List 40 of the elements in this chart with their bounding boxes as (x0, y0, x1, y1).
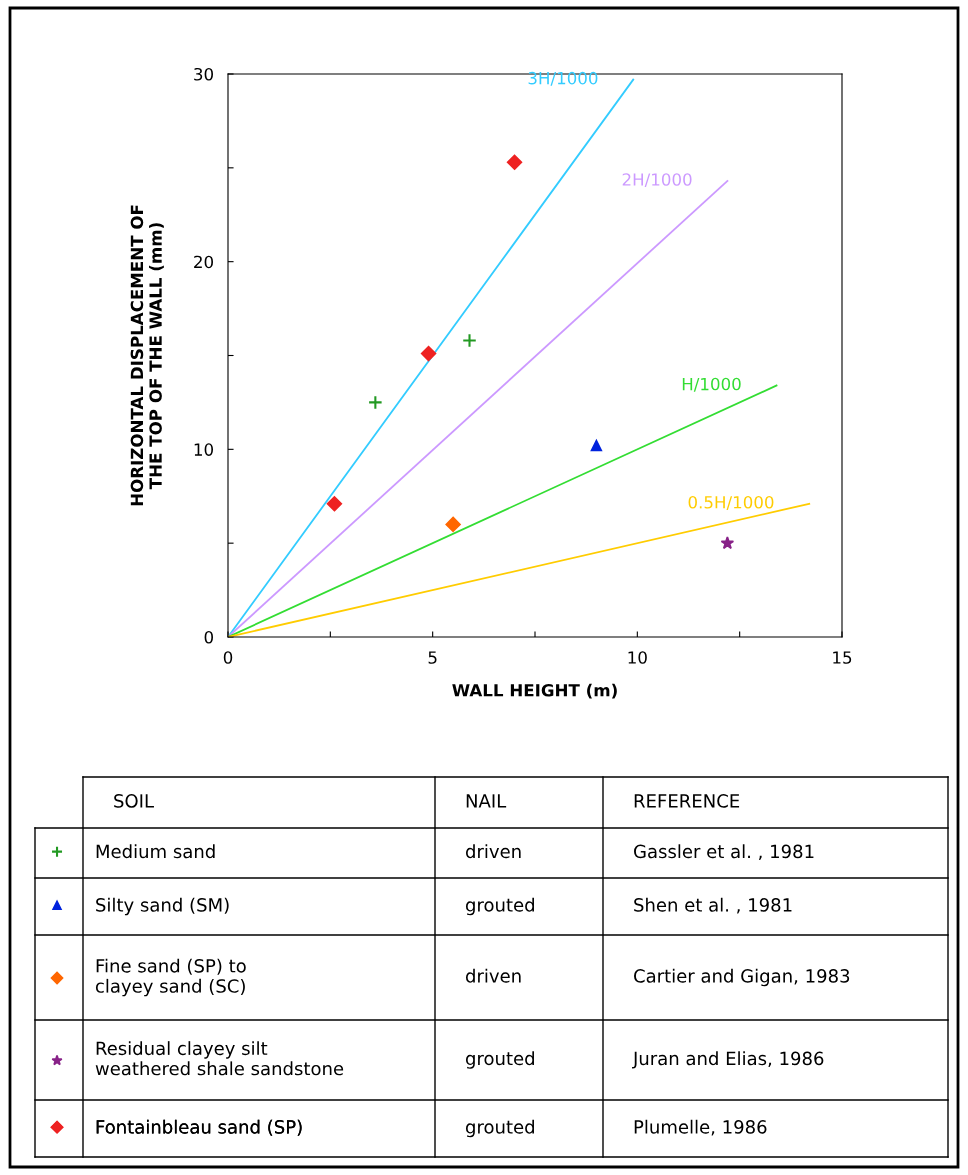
series-label: H/1000 (682, 377, 741, 392)
point (462, 333, 477, 348)
series-label: 2H/1000 (622, 173, 692, 188)
y-axis-title: HORIZONTAL DISPLACEMENT OF THE TOP OF THE WALL (mm) (130, 205, 164, 506)
y-tick-label: 30 (194, 67, 213, 81)
legend-label: Fine sand (SP) to clayey sand (SC) (95, 958, 246, 997)
text: Plumelle, 1986 (634, 1119, 767, 1136)
x-tick-label: 0 (223, 651, 233, 664)
series-label: 0.5H/1000 (688, 495, 774, 510)
text: Shen et al. , 1981 (634, 897, 792, 914)
point (326, 496, 343, 512)
legend-label: Medium sand (96, 844, 215, 859)
point (590, 439, 603, 452)
y-tick-label: 10 (194, 443, 213, 456)
point (720, 536, 735, 550)
text: NAIL (466, 794, 507, 808)
text: grouted (466, 1051, 534, 1069)
text: Juran and Elias, 1986 (632, 1051, 824, 1069)
legend-label: Residual clayey silt weathered shale sandstone (95, 1041, 344, 1076)
x-tick-label: 15 (833, 651, 852, 664)
text: driven (466, 844, 521, 859)
text: SOIL (114, 794, 154, 808)
x-tick-label: 10 (628, 651, 647, 664)
legend-label: Silty sand (SM) (96, 897, 229, 916)
point (445, 516, 461, 533)
text: driven (466, 968, 521, 983)
point (506, 154, 523, 170)
text: grouted (466, 897, 534, 916)
text: REFERENCE (634, 794, 740, 808)
text: grouted (466, 1119, 534, 1138)
x-tick-label: 5 (428, 651, 437, 664)
series-label: 3H/1000 (528, 71, 598, 86)
text: Cartier and Gigan, 1983 (634, 968, 850, 987)
point (420, 345, 437, 362)
legend-label: Fontainbleau sand (SP) (96, 1119, 302, 1136)
point (368, 395, 383, 410)
x-axis-title: WALL HEIGHT (m) (452, 683, 617, 699)
y-tick-label: 0 (204, 630, 213, 644)
text: Gassler et al. , 1981 (634, 844, 814, 861)
y-tick-label: 20 (194, 255, 213, 269)
